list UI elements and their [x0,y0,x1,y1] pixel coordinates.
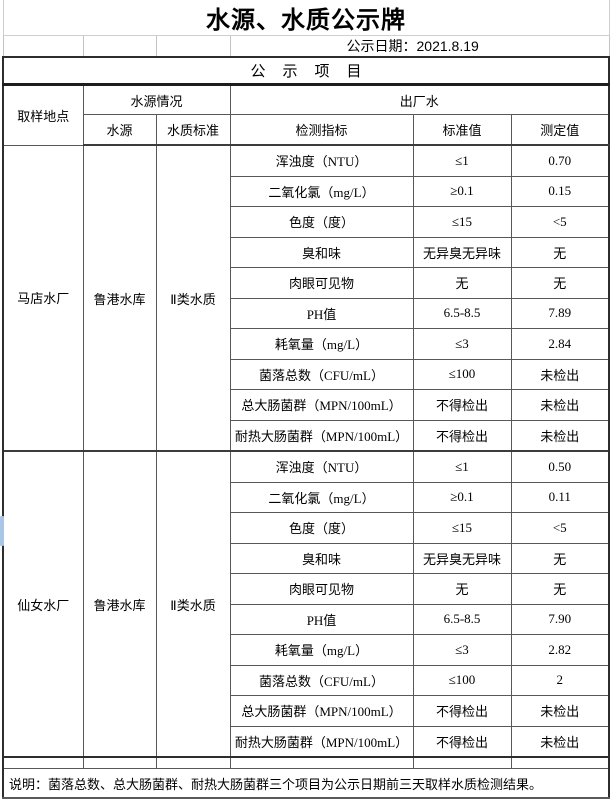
measured-value-cell: 7.90 [510,603,610,635]
standard-value-cell: 不得检出 [412,419,512,452]
measured-value-cell: 未检出 [510,419,610,452]
standard-value-cell: ≤3 [412,328,512,360]
water-quality-notice-table: 水源、水质公示牌 公示日期：2021.8.19 公示项目 取样地点 水源情况 出… [2,0,610,799]
indicator-cell: 总大肠菌群（MPN/100mL） [229,389,414,421]
spacer-cell [155,756,231,769]
measured-value-cell: 0.11 [510,481,610,513]
spacer-cell [412,756,512,769]
measured-value-cell: 未检出 [510,725,610,758]
standard-value-cell: 6.5-8.5 [412,603,512,635]
indicator-cell: 臭和味 [229,542,414,574]
indicator-cell: PH值 [229,297,414,329]
standard-value-cell: ≤1 [412,144,512,177]
standard-value-cell: ≤15 [412,512,512,544]
standard-value-cell: 无异臭无异味 [412,542,512,574]
standard-value-cell: 不得检出 [412,389,512,421]
plant-name: 仙女水厂 [2,450,84,758]
standard-value-cell: 无 [412,267,512,299]
header-standard-value: 标准值 [412,114,512,146]
header-finished-water: 出厂水 [229,84,610,115]
date-row-empty-cell [2,35,84,58]
header-sampling-location: 取样地点 [2,84,84,146]
indicator-cell: PH值 [229,603,414,635]
standard-value-cell: ≥0.1 [412,481,512,513]
indicator-cell: 色度（度） [229,206,414,238]
selection-artifact [0,516,4,546]
measured-value-cell: 7.89 [510,297,610,329]
indicator-cell: 肉眼可见物 [229,267,414,299]
measured-value-cell: 未检出 [510,695,610,727]
standard-value-cell: ≥0.1 [412,175,512,207]
indicator-cell: 菌落总数（CFU/mL） [229,664,414,696]
measured-value-cell: 无 [510,267,610,299]
indicator-cell: 浑浊度（NTU） [229,450,414,483]
quality-standard: Ⅱ类水质 [155,144,231,452]
measured-value-cell: 2.84 [510,328,610,360]
spacer-cell [2,756,84,769]
indicator-cell: 耗氧量（mg/L） [229,328,414,360]
date-row-empty-cell [82,35,157,58]
measured-value-cell: 2.82 [510,634,610,666]
indicator-cell: 浑浊度（NTU） [229,144,414,177]
spacer-cell [229,756,414,769]
measured-value-cell: 0.70 [510,144,610,177]
standard-value-cell: 无 [412,573,512,605]
spacer-cell [510,756,610,769]
measured-value-cell: <5 [510,512,610,544]
standard-value-cell: ≤3 [412,634,512,666]
date-row-empty-cell [155,35,231,58]
measured-value-cell: 未检出 [510,389,610,421]
indicator-cell: 色度（度） [229,512,414,544]
indicator-cell: 总大肠菌群（MPN/100mL） [229,695,414,727]
spacer-cell [82,756,157,769]
header-indicator: 检测指标 [229,114,414,146]
standard-value-cell: 不得检出 [412,695,512,727]
standard-value-cell: ≤1 [412,450,512,483]
publish-date: 公示日期：2021.8.19 [229,35,610,58]
note-text: 说明：菌落总数、总大肠菌群、耐热大肠菌群三个项目为公示日期前三天取样水质检测结果… [2,768,610,799]
measured-value-cell: 2 [510,664,610,696]
water-source: 鲁港水库 [82,450,157,758]
header-source-condition: 水源情况 [82,84,231,115]
measured-value-cell: 0.15 [510,175,610,207]
indicator-cell: 二氧化氯（mg/L） [229,481,414,513]
measured-value-cell: <5 [510,206,610,238]
standard-value-cell: 不得检出 [412,725,512,758]
indicator-cell: 耐热大肠菌群（MPN/100mL） [229,419,414,452]
measured-value-cell: 未检出 [510,358,610,390]
header-measured-value: 测定值 [510,114,610,146]
measured-value-cell: 0.50 [510,450,610,483]
measured-value-cell: 无 [510,573,610,605]
plant-name: 马店水厂 [2,144,84,452]
water-source: 鲁港水库 [82,144,157,452]
indicator-cell: 菌落总数（CFU/mL） [229,358,414,390]
indicator-cell: 臭和味 [229,236,414,268]
header-source: 水源 [82,114,157,146]
quality-standard: Ⅱ类水质 [155,450,231,758]
notice-section-title: 公示项目 [2,56,610,86]
standard-value-cell: 6.5-8.5 [412,297,512,329]
indicator-cell: 耗氧量（mg/L） [229,634,414,666]
standard-value-cell: ≤100 [412,358,512,390]
indicator-cell: 肉眼可见物 [229,573,414,605]
standard-value-cell: ≤100 [412,664,512,696]
standard-value-cell: ≤15 [412,206,512,238]
measured-value-cell: 无 [510,542,610,574]
standard-value-cell: 无异臭无异味 [412,236,512,268]
page-title: 水源、水质公示牌 [2,0,610,36]
indicator-cell: 二氧化氯（mg/L） [229,175,414,207]
indicator-cell: 耐热大肠菌群（MPN/100mL） [229,725,414,758]
header-quality-standard: 水质标准 [155,114,231,146]
measured-value-cell: 无 [510,236,610,268]
